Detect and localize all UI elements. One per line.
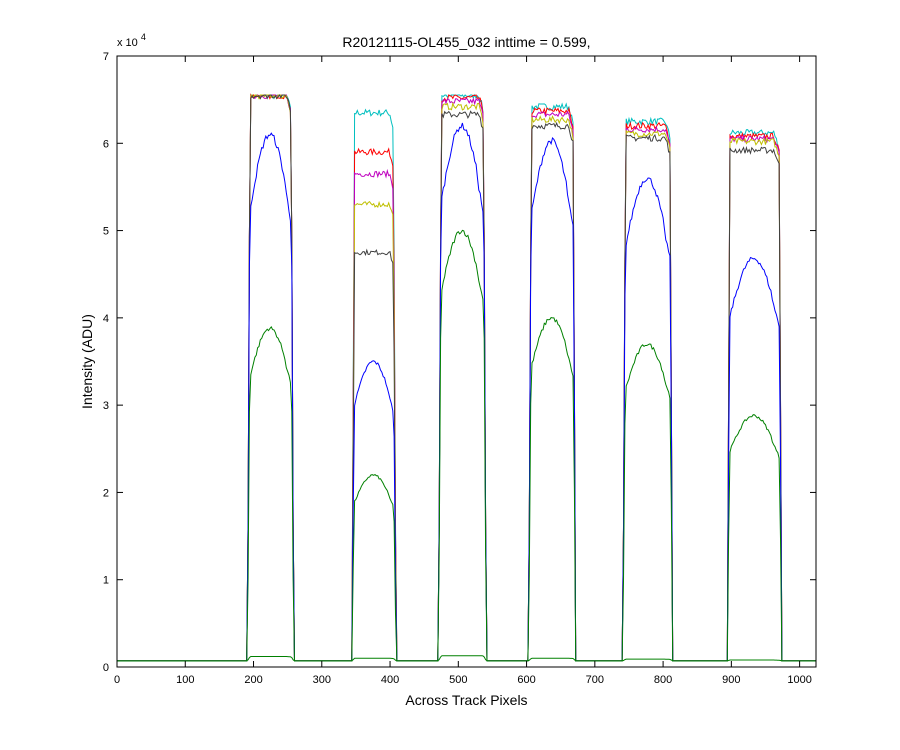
y-tick-label: 1 bbox=[103, 575, 109, 587]
chart-title: R20121115-OL455_032 inttime = 0.599, bbox=[342, 34, 590, 50]
y-axis-label: Intensity (ADU) bbox=[79, 314, 95, 409]
y-tick-label: 2 bbox=[103, 487, 109, 499]
x-tick-label: 1000 bbox=[787, 674, 811, 686]
x-tick-label: 100 bbox=[176, 674, 194, 686]
y-tick-label: 6 bbox=[103, 138, 109, 150]
series-line-8 bbox=[117, 655, 816, 662]
y-tick-label: 3 bbox=[103, 400, 109, 412]
plot-area bbox=[117, 56, 816, 667]
x-tick-label: 900 bbox=[722, 674, 740, 686]
axes-box bbox=[116, 55, 817, 668]
x-tick-label: 400 bbox=[381, 674, 399, 686]
x-tick-label: 800 bbox=[654, 674, 672, 686]
y-tick-label: 7 bbox=[103, 51, 109, 63]
x-tick-label: 500 bbox=[449, 674, 467, 686]
y-axis-multiplier: x 10 4 bbox=[117, 32, 146, 49]
y-tick-label: 5 bbox=[103, 226, 109, 238]
y-tick-label: 0 bbox=[103, 662, 109, 674]
y-multiplier-exponent: 4 bbox=[141, 32, 146, 42]
x-tick-label: 600 bbox=[517, 674, 535, 686]
y-tick-label: 4 bbox=[103, 313, 109, 325]
x-axis-label: Across Track Pixels bbox=[405, 692, 527, 708]
y-multiplier-base: x 10 bbox=[117, 37, 138, 49]
x-tick-label: 700 bbox=[586, 674, 604, 686]
x-tick-label: 300 bbox=[313, 674, 331, 686]
x-tick-label: 200 bbox=[244, 674, 262, 686]
x-tick-label: 0 bbox=[114, 674, 120, 686]
